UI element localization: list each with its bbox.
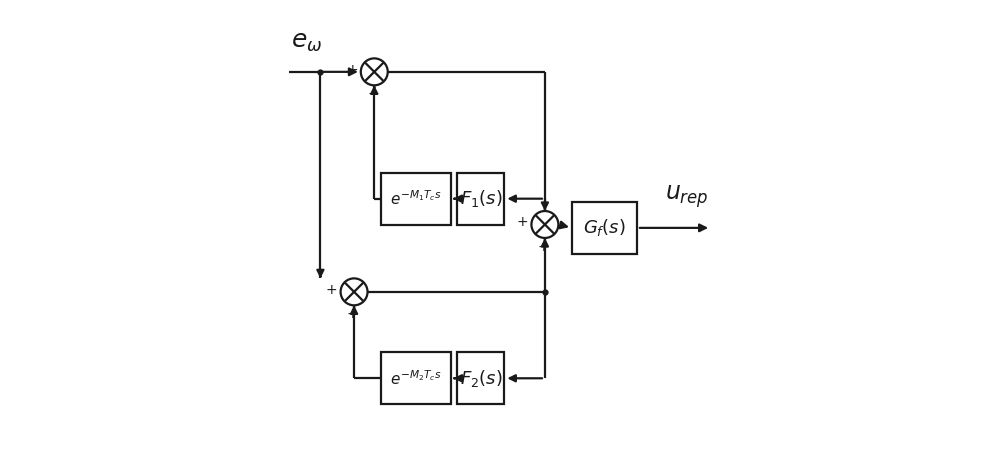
FancyBboxPatch shape xyxy=(457,173,504,224)
Text: $e^{-M_1T_cs}$: $e^{-M_1T_cs}$ xyxy=(390,189,442,208)
FancyBboxPatch shape xyxy=(572,202,637,254)
Text: +: + xyxy=(538,240,549,254)
Text: $F_2(s)$: $F_2(s)$ xyxy=(460,368,502,389)
Text: +: + xyxy=(346,62,358,77)
FancyBboxPatch shape xyxy=(381,352,451,404)
Text: +: + xyxy=(367,87,379,101)
FancyBboxPatch shape xyxy=(381,173,451,224)
Text: +: + xyxy=(347,307,359,321)
Text: $e^{-M_2T_cs}$: $e^{-M_2T_cs}$ xyxy=(390,369,442,387)
Text: $F_1(s)$: $F_1(s)$ xyxy=(460,188,502,209)
Text: $G_f(s)$: $G_f(s)$ xyxy=(583,217,626,238)
FancyBboxPatch shape xyxy=(457,352,504,404)
Text: $e_{\omega}$: $e_{\omega}$ xyxy=(291,30,322,54)
Text: $u_{rep}$: $u_{rep}$ xyxy=(665,183,709,210)
Text: +: + xyxy=(326,282,337,297)
Text: +: + xyxy=(517,215,528,229)
